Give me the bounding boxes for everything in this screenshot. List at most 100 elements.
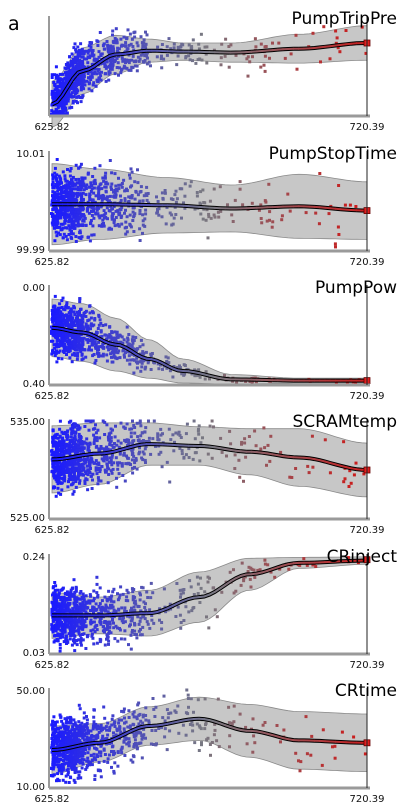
data-point (85, 635, 89, 639)
data-point (111, 48, 115, 52)
data-point (220, 42, 224, 46)
data-point (140, 633, 144, 637)
data-point (79, 473, 83, 477)
y-tick-label: 0.03 (23, 648, 45, 659)
data-point (67, 233, 71, 236)
data-point (138, 619, 142, 623)
data-point (73, 306, 76, 310)
data-point (62, 611, 66, 615)
data-point (97, 478, 101, 482)
data-point (96, 476, 100, 480)
data-point (114, 624, 118, 628)
data-point (51, 349, 54, 353)
data-point (109, 47, 113, 51)
data-point (72, 336, 76, 340)
data-point (93, 436, 97, 440)
data-point (60, 469, 64, 473)
data-point (66, 64, 70, 68)
data-point (101, 629, 105, 633)
data-point (79, 100, 83, 104)
data-point (121, 592, 125, 596)
data-point (135, 633, 138, 637)
data-point (88, 304, 92, 308)
data-point (175, 63, 179, 67)
data-point (97, 354, 101, 358)
data-point (318, 172, 322, 175)
data-point (68, 621, 72, 625)
data-point (62, 346, 66, 350)
data-point (179, 621, 183, 624)
data-point (56, 639, 60, 643)
data-point (91, 83, 95, 87)
data-point (80, 327, 84, 331)
data-point (183, 206, 187, 210)
data-point (180, 216, 183, 220)
data-point (54, 219, 58, 223)
data-point (95, 472, 99, 476)
data-point (50, 453, 54, 457)
data-point (78, 310, 81, 313)
data-point (213, 608, 217, 612)
data-point (124, 61, 127, 65)
data-point (109, 44, 112, 48)
data-point (128, 32, 132, 36)
data-point (79, 639, 83, 642)
data-point (78, 319, 82, 322)
data-point (65, 226, 69, 230)
data-point (149, 452, 153, 456)
data-point (130, 196, 134, 200)
data-point (137, 438, 141, 442)
data-point (79, 625, 82, 629)
data-point (295, 67, 299, 71)
data-point (58, 636, 62, 640)
data-point (144, 444, 148, 448)
data-point (131, 596, 135, 600)
data-point (182, 588, 186, 591)
data-point (107, 642, 110, 646)
data-point (54, 454, 58, 458)
data-point (95, 57, 99, 61)
data-point (106, 46, 110, 50)
data-point (54, 103, 58, 107)
data-point (87, 599, 91, 603)
data-point (58, 334, 62, 337)
data-point (151, 591, 155, 595)
data-point (115, 332, 119, 336)
data-point (83, 461, 87, 465)
data-point (69, 478, 73, 482)
data-point (56, 617, 59, 621)
data-point (132, 214, 136, 217)
data-point (62, 197, 65, 201)
data-point (73, 82, 77, 86)
data-point (269, 434, 273, 438)
data-point (50, 73, 54, 77)
data-point (140, 47, 144, 51)
data-point (106, 635, 110, 639)
data-point (108, 209, 112, 213)
data-point (130, 170, 134, 174)
data-point (212, 187, 216, 191)
data-point (58, 618, 62, 622)
data-point (58, 233, 62, 237)
data-point (75, 214, 79, 218)
data-point (138, 598, 142, 602)
data-point (176, 605, 180, 609)
data-point (120, 56, 124, 60)
data-point (57, 593, 61, 597)
data-point (81, 602, 85, 606)
data-point (168, 211, 172, 215)
data-point (89, 618, 93, 622)
data-point (135, 421, 139, 425)
data-point (136, 193, 140, 197)
data-point (94, 602, 98, 606)
data-point (60, 322, 64, 326)
data-point (88, 195, 92, 199)
data-point (104, 171, 108, 175)
data-point (76, 318, 80, 322)
data-point (165, 360, 169, 363)
data-point (74, 240, 78, 243)
data-point (49, 449, 53, 453)
data-point (56, 186, 60, 190)
data-point (132, 454, 136, 458)
data-point (111, 45, 115, 49)
